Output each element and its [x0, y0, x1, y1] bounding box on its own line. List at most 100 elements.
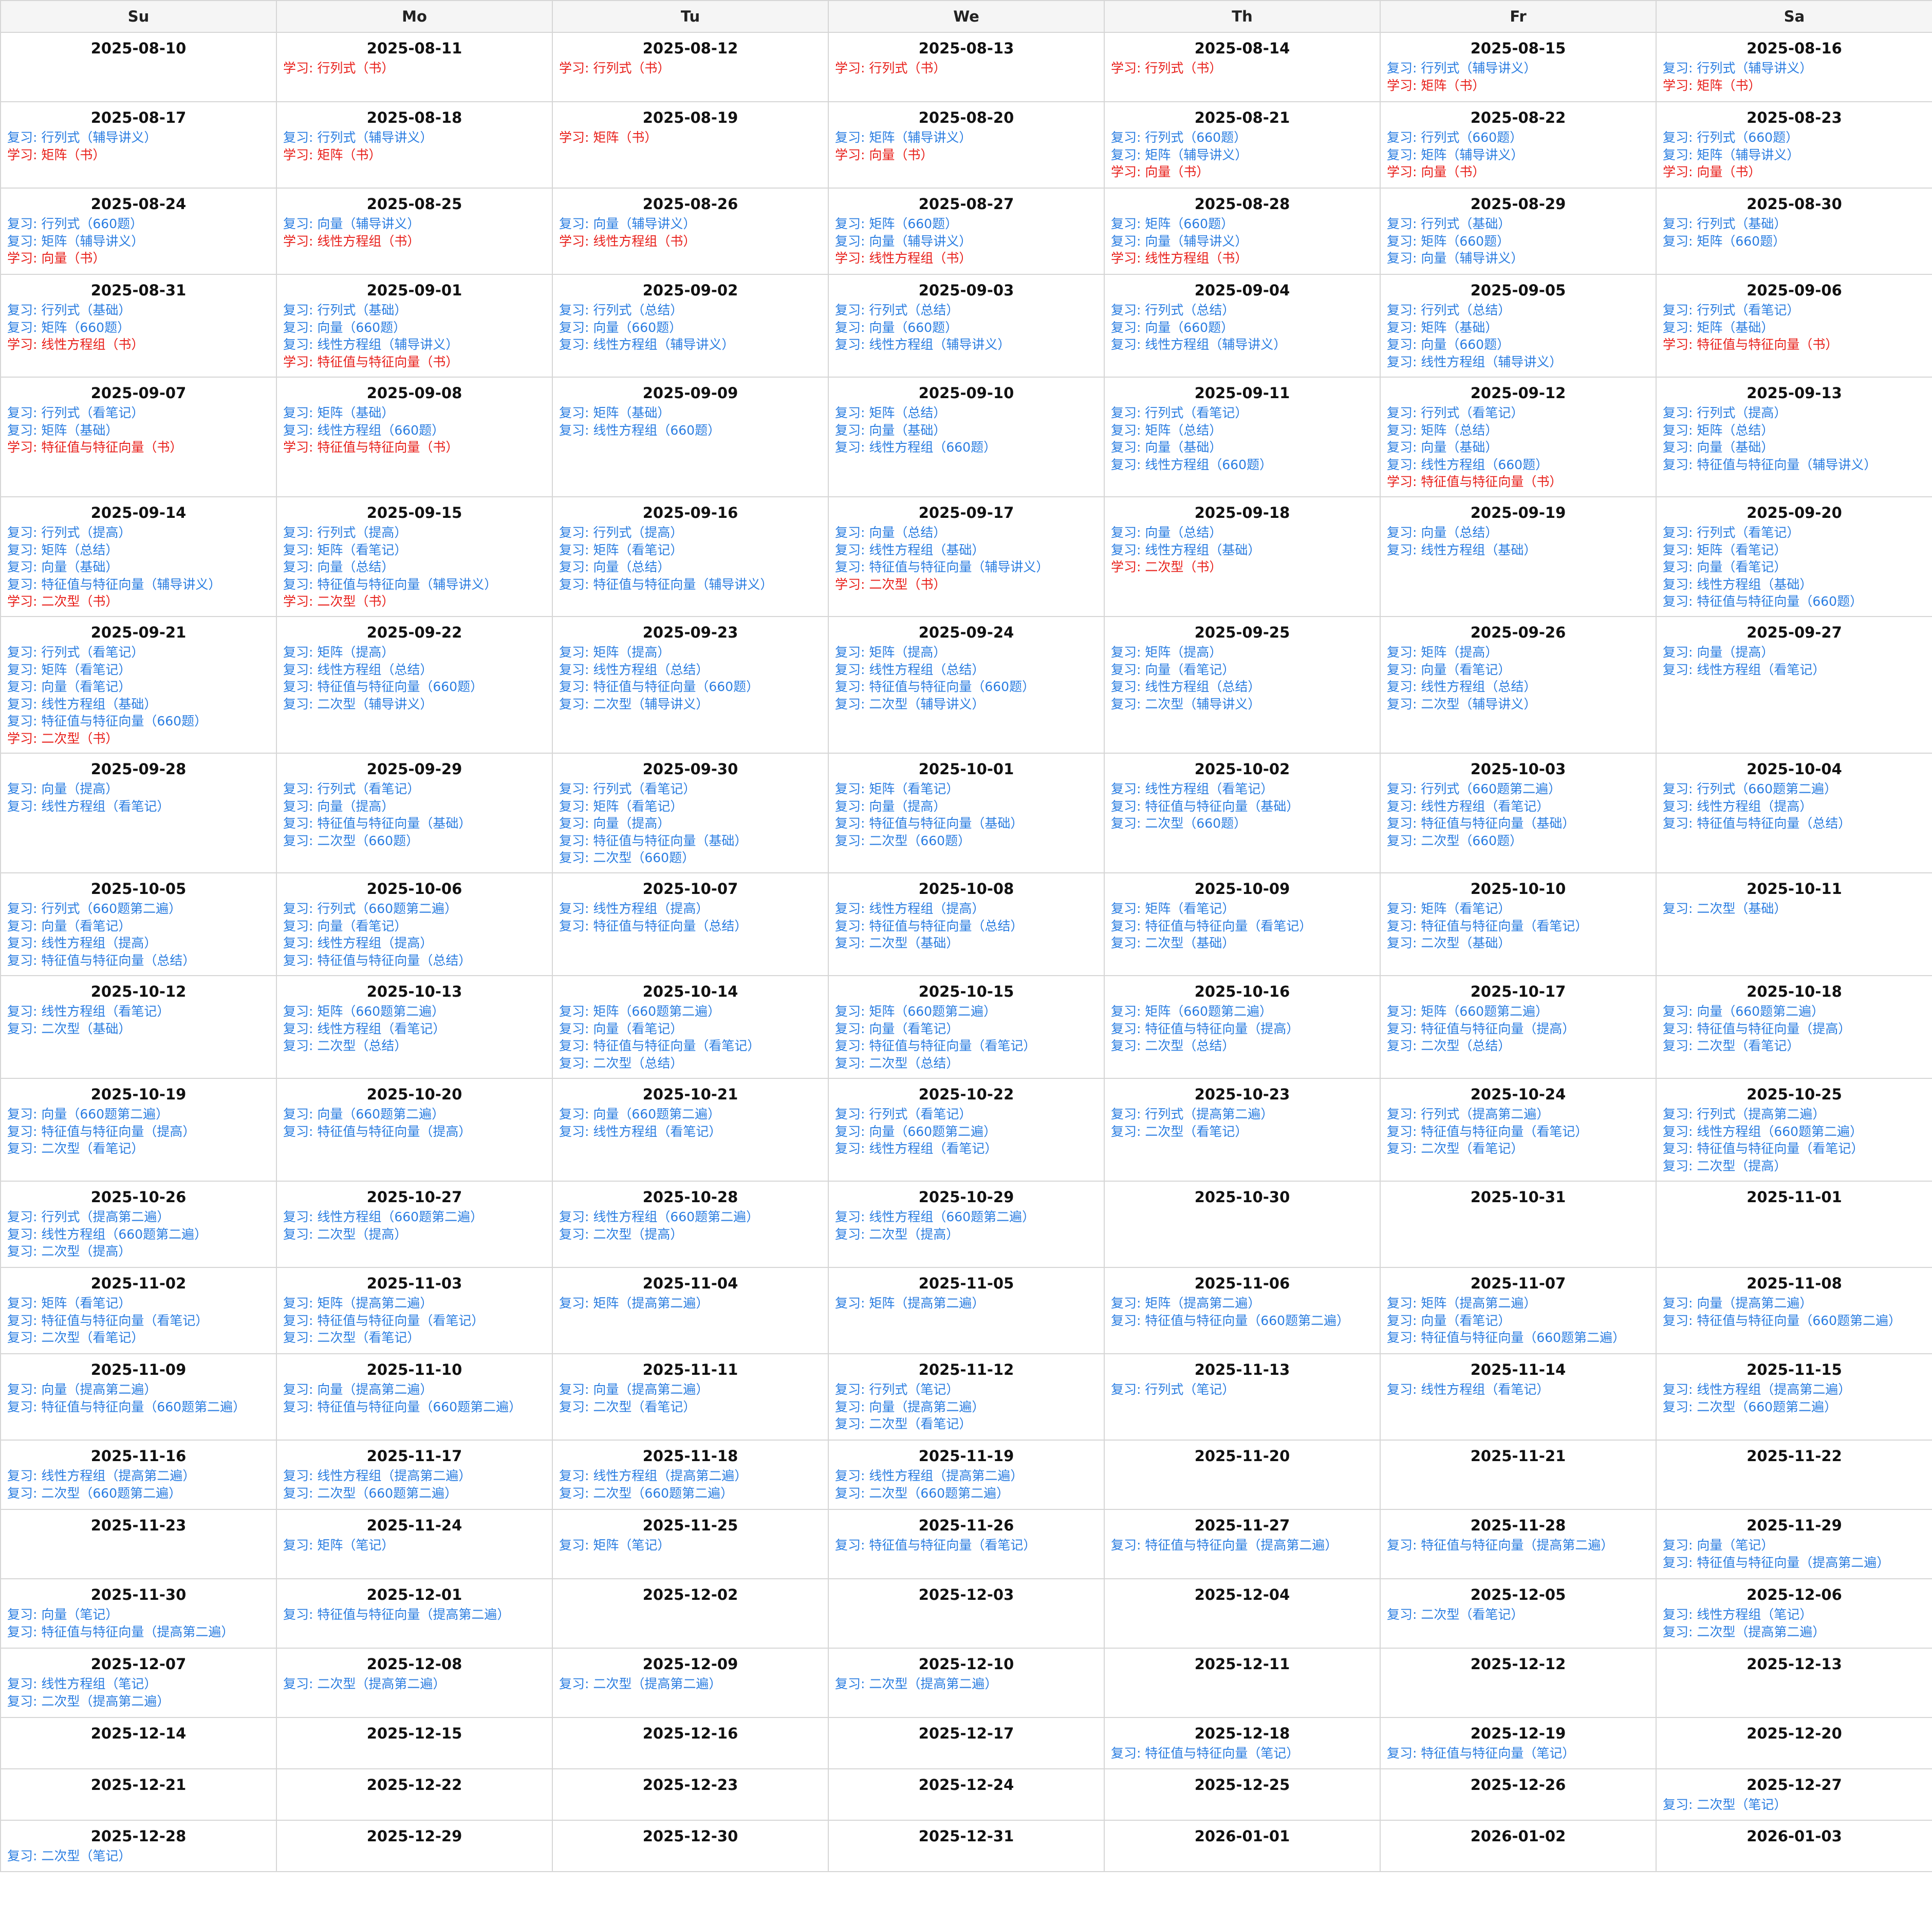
day-cell[interactable]: 2025-09-28 复习: 向量（提高） 复习: 线性方程组（看笔记） — [0, 753, 277, 873]
review-event[interactable]: 复习: 特征值与特征向量（看笔记） — [1387, 1124, 1588, 1139]
review-event[interactable]: 复习: 行列式（总结） — [559, 303, 683, 318]
day-cell[interactable]: 2025-10-12 复习: 线性方程组（看笔记） 复习: 二次型（基础） — [0, 975, 277, 1079]
review-event[interactable]: 复习: 矩阵（看笔记） — [7, 662, 132, 677]
review-event[interactable]: 复习: 特征值与特征向量（提高） — [283, 1124, 472, 1139]
review-event[interactable]: 复习: 特征值与特征向量（辅导讲义） — [1663, 457, 1877, 472]
review-event[interactable]: 复习: 特征值与特征向量（笔记） — [1387, 1746, 1575, 1761]
review-event[interactable]: 复习: 线性方程组（提高） — [1663, 798, 1813, 814]
day-cell[interactable]: 2025-10-14 复习: 矩阵（660题第二遍） 复习: 向量（看笔记） 复习: … — [552, 975, 829, 1079]
review-event[interactable]: 复习: 二次型（提高第二遍） — [283, 1676, 446, 1691]
day-cell[interactable]: 2025-11-13 复习: 行列式（笔记） — [1104, 1353, 1381, 1441]
day-cell[interactable]: 2025-12-06 复习: 线性方程组（笔记） 复习: 二次型（提高第二遍） — [1656, 1578, 1932, 1649]
review-event[interactable]: 复习: 特征值与特征向量（看笔记） — [1387, 918, 1588, 933]
review-event[interactable]: 复习: 二次型（辅导讲义） — [835, 696, 985, 712]
review-event[interactable]: 复习: 向量（辅导讲义） — [1387, 251, 1524, 266]
review-event[interactable]: 复习: 特征值与特征向量（笔记） — [1111, 1746, 1299, 1761]
review-event[interactable]: 复习: 二次型（基础） — [1663, 901, 1787, 916]
study-event[interactable]: 学习: 线性方程组（书） — [7, 337, 144, 352]
day-cell[interactable]: 2025-09-11 复习: 行列式（看笔记） 复习: 矩阵（总结） 复习: 向量（基… — [1104, 377, 1381, 497]
review-event[interactable]: 复习: 二次型（660题） — [835, 833, 971, 848]
review-event[interactable]: 复习: 特征值与特征向量（辅导讲义） — [559, 576, 773, 592]
day-cell[interactable]: 2025-08-15 复习: 行列式（辅导讲义） 学习: 矩阵（书） — [1380, 32, 1657, 102]
review-event[interactable]: 复习: 特征值与特征向量（660题） — [7, 714, 208, 729]
review-event[interactable]: 复习: 二次型（辅导讲义） — [559, 696, 709, 712]
review-event[interactable]: 复习: 二次型（总结） — [1387, 1038, 1511, 1053]
review-event[interactable]: 复习: 矩阵（辅导讲义） — [7, 233, 144, 249]
day-cell[interactable]: 2025-09-21 复习: 行列式（看笔记） 复习: 矩阵（看笔记） 复习: 向量（… — [0, 616, 277, 754]
review-event[interactable]: 复习: 向量（看笔记） — [1387, 662, 1511, 677]
day-cell[interactable]: 2025-11-12 复习: 行列式（笔记） 复习: 向量（提高第二遍） 复习: 二次… — [828, 1353, 1105, 1441]
review-event[interactable]: 复习: 向量（提高） — [1663, 645, 1774, 660]
review-event[interactable]: 复习: 特征值与特征向量（看笔记） — [1663, 1141, 1864, 1156]
day-cell[interactable]: 2025-12-04 — [1104, 1578, 1381, 1649]
day-cell[interactable]: 2025-12-20 — [1656, 1717, 1932, 1769]
day-cell[interactable]: 2025-09-26 复习: 矩阵（提高） 复习: 向量（看笔记） 复习: 线性方程组… — [1380, 616, 1657, 754]
review-event[interactable]: 复习: 线性方程组（看笔记） — [1663, 662, 1826, 677]
review-event[interactable]: 复习: 行列式（660题第二遍） — [7, 901, 182, 916]
review-event[interactable]: 复习: 特征值与特征向量（660题） — [835, 679, 1035, 694]
review-event[interactable]: 复习: 线性方程组（辅导讲义） — [283, 337, 459, 352]
day-cell[interactable]: 2025-12-29 — [276, 1820, 553, 1872]
review-event[interactable]: 复习: 线性方程组（660题） — [835, 440, 997, 455]
day-cell[interactable]: 2025-08-23 复习: 行列式（660题） 复习: 矩阵（辅导讲义） 学习: 向… — [1656, 101, 1932, 189]
study-event[interactable]: 学习: 特征值与特征向量（书） — [1387, 474, 1563, 489]
review-event[interactable]: 复习: 行列式（基础） — [7, 303, 132, 318]
day-cell[interactable]: 2025-08-16 复习: 行列式（辅导讲义） 学习: 矩阵（书） — [1656, 32, 1932, 102]
review-event[interactable]: 复习: 向量（辅导讲义） — [1111, 233, 1248, 249]
review-event[interactable]: 复习: 特征值与特征向量（辅导讲义） — [283, 576, 497, 592]
day-cell[interactable]: 2025-09-03 复习: 行列式（总结） 复习: 向量（660题） 复习: 线性方… — [828, 274, 1105, 378]
review-event[interactable]: 复习: 矩阵（提高第二遍） — [1387, 1296, 1537, 1311]
day-cell[interactable]: 2025-12-27 复习: 二次型（笔记） — [1656, 1768, 1932, 1821]
review-event[interactable]: 复习: 行列式（基础） — [1387, 216, 1511, 231]
day-cell[interactable]: 2025-10-30 — [1104, 1181, 1381, 1268]
review-event[interactable]: 复习: 二次型（看笔记） — [559, 1399, 696, 1414]
review-event[interactable]: 复习: 矩阵（提高第二遍） — [835, 1296, 985, 1311]
review-event[interactable]: 复习: 行列式（660题第二遍） — [1663, 781, 1837, 796]
review-event[interactable]: 复习: 行列式（看笔记） — [1663, 525, 1800, 540]
day-cell[interactable]: 2025-09-15 复习: 行列式（提高） 复习: 矩阵（看笔记） 复习: 向量（总… — [276, 496, 553, 617]
review-event[interactable]: 复习: 行列式（基础） — [1663, 216, 1787, 231]
day-cell[interactable]: 2025-12-10 复习: 二次型（提高第二遍） — [828, 1648, 1105, 1718]
review-event[interactable]: 复习: 行列式（看笔记） — [1663, 303, 1800, 318]
review-event[interactable]: 复习: 二次型（提高第二遍） — [835, 1676, 998, 1691]
day-cell[interactable]: 2025-12-17 — [828, 1717, 1105, 1769]
review-event[interactable]: 复习: 二次型（看笔记） — [1663, 1038, 1800, 1053]
day-cell[interactable]: 2025-08-19 学习: 矩阵（书） — [552, 101, 829, 189]
day-cell[interactable]: 2025-09-17 复习: 向量（总结） 复习: 线性方程组（基础） 复习: 特征值… — [828, 496, 1105, 617]
day-cell[interactable]: 2025-08-17 复习: 行列式（辅导讲义） 学习: 矩阵（书） — [0, 101, 277, 189]
day-cell[interactable]: 2025-11-10 复习: 向量（提高第二遍） 复习: 特征值与特征向量（660题… — [276, 1353, 553, 1441]
study-event[interactable]: 学习: 矩阵（书） — [7, 147, 106, 162]
day-cell[interactable]: 2025-11-23 — [0, 1509, 277, 1579]
review-event[interactable]: 复习: 矩阵（提高） — [1111, 645, 1222, 660]
day-cell[interactable]: 2025-10-01 复习: 矩阵（看笔记） 复习: 向量（提高） 复习: 特征值与特… — [828, 753, 1105, 873]
day-cell[interactable]: 2025-09-08 复习: 矩阵（基础） 复习: 线性方程组（660题） 学习: 特… — [276, 377, 553, 497]
day-cell[interactable]: 2025-10-15 复习: 矩阵（660题第二遍） 复习: 向量（看笔记） 复习: … — [828, 975, 1105, 1079]
review-event[interactable]: 复习: 向量（基础） — [7, 559, 119, 574]
review-event[interactable]: 复习: 线性方程组（660题第二遍） — [1663, 1124, 1863, 1139]
review-event[interactable]: 复习: 行列式（看笔记） — [835, 1107, 972, 1122]
review-event[interactable]: 复习: 二次型（660题） — [1387, 833, 1523, 848]
day-cell[interactable]: 2025-11-20 — [1104, 1440, 1381, 1510]
day-cell[interactable]: 2025-12-22 — [276, 1768, 553, 1821]
review-event[interactable]: 复习: 特征值与特征向量（提高第二遍） — [1663, 1555, 1890, 1570]
day-cell[interactable]: 2025-10-31 — [1380, 1181, 1657, 1268]
study-event[interactable]: 学习: 向量（书） — [1663, 164, 1761, 179]
review-event[interactable]: 复习: 矩阵（总结） — [1663, 422, 1774, 438]
review-event[interactable]: 复习: 线性方程组（提高第二遍） — [7, 1468, 196, 1483]
review-event[interactable]: 复习: 行列式（基础） — [283, 303, 407, 318]
day-cell[interactable]: 2025-11-16 复习: 线性方程组（提高第二遍） 复习: 二次型（660题第二… — [0, 1440, 277, 1510]
day-cell[interactable]: 2025-09-16 复习: 行列式（提高） 复习: 矩阵（看笔记） 复习: 向量（总… — [552, 496, 829, 617]
review-event[interactable]: 复习: 线性方程组（基础） — [1663, 576, 1813, 592]
review-event[interactable]: 复习: 行列式（提高第二遍） — [7, 1209, 170, 1224]
day-cell[interactable]: 2025-09-13 复习: 行列式（提高） 复习: 矩阵（总结） 复习: 向量（基础… — [1656, 377, 1932, 497]
day-cell[interactable]: 2025-09-05 复习: 行列式（总结） 复习: 矩阵（基础） 复习: 向量（66… — [1380, 274, 1657, 378]
day-cell[interactable]: 2025-10-23 复习: 行列式（提高第二遍） 复习: 二次型（看笔记） — [1104, 1078, 1381, 1182]
review-event[interactable]: 复习: 矩阵（基础） — [7, 422, 119, 438]
review-event[interactable]: 复习: 特征值与特征向量（基础） — [559, 833, 748, 848]
review-event[interactable]: 复习: 行列式（660题） — [1111, 130, 1247, 145]
day-cell[interactable]: 2025-10-18 复习: 向量（660题第二遍） 复习: 特征值与特征向量（提高… — [1656, 975, 1932, 1079]
review-event[interactable]: 复习: 二次型（总结） — [1111, 1038, 1235, 1053]
review-event[interactable]: 复习: 向量（660题第二遍） — [835, 1124, 997, 1139]
day-cell[interactable]: 2025-08-18 复习: 行列式（辅导讲义） 学习: 矩阵（书） — [276, 101, 553, 189]
review-event[interactable]: 复习: 矩阵（660题） — [1111, 216, 1234, 231]
